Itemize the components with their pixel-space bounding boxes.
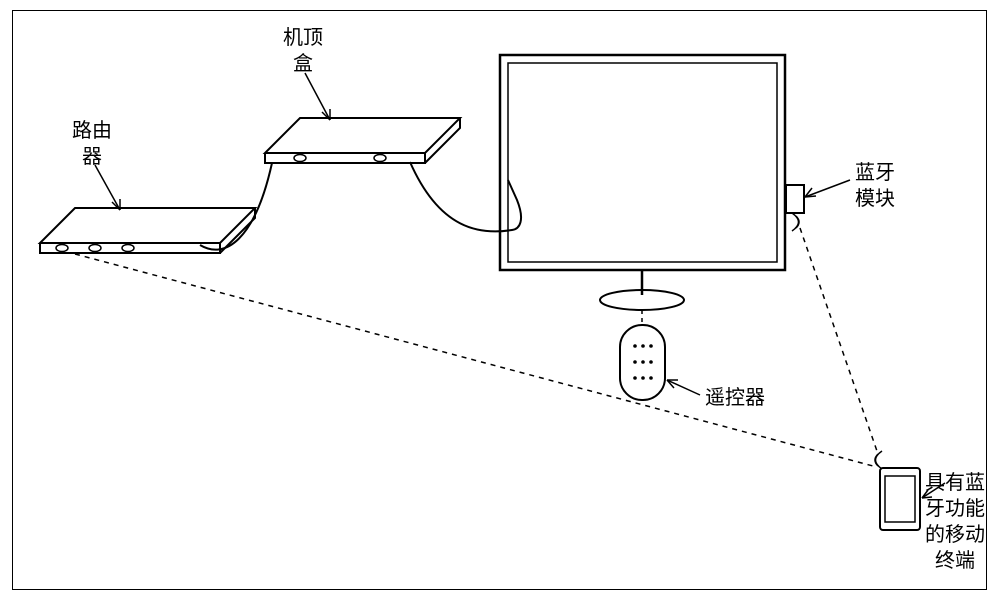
monitor-icon [500,55,785,310]
router-icon [40,208,255,253]
diagram-canvas [0,0,1000,601]
settopbox-icon [265,118,460,163]
settopbox-label: 机顶 盒 [283,25,323,77]
mobile-terminal-label: 具有蓝 牙功能 的移动 终端 [925,470,985,574]
leader-arrows [95,73,945,498]
remote-icon [620,325,665,400]
phone-icon [875,451,920,530]
bluetooth-module-label: 蓝牙 模块 [855,160,895,212]
router-label: 路由 器 [72,118,112,170]
cable-stb-to-monitor [410,162,521,231]
remote-label: 遥控器 [705,385,765,411]
link-router-phone [75,254,873,466]
link-bt-phone [800,228,878,454]
bluetooth-module-icon [786,185,804,231]
